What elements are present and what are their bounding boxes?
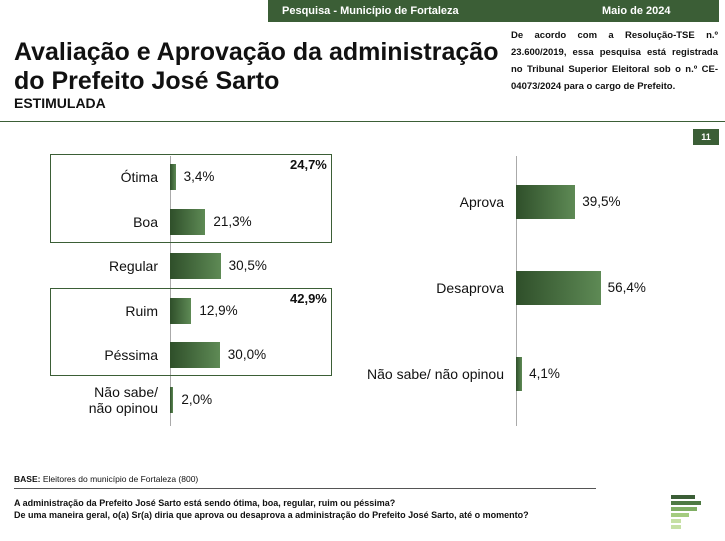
value-label-nao-sabe-nao-opinou: 4,1% bbox=[529, 366, 560, 381]
bar-ruim bbox=[170, 297, 192, 324]
value-label-aprova: 39,5% bbox=[582, 194, 621, 209]
category-label-aprova: Aprova bbox=[459, 194, 504, 210]
category-label-regular: Regular bbox=[108, 258, 158, 274]
category-label-nao-sabe-nao-opinou: Não sabe/ não opinou bbox=[88, 383, 158, 416]
base-note: BASE: Eleitores do município de Fortalez… bbox=[14, 474, 198, 484]
category-label-otima: Ótima bbox=[120, 169, 158, 185]
bar-aprova bbox=[516, 185, 576, 219]
base-text: Eleitores do município de Fortaleza (800… bbox=[40, 474, 199, 484]
group-total-2: 42,9% bbox=[290, 290, 327, 306]
header-bar: Pesquisa - Município de Fortaleza Maio d… bbox=[268, 0, 719, 22]
survey-label: Pesquisa - Município de Fortaleza bbox=[282, 5, 459, 17]
group-box-2 bbox=[50, 287, 332, 376]
footer-divider bbox=[14, 488, 596, 489]
bar-nao-sabe-nao-opinou bbox=[170, 386, 174, 413]
category-label-nao-sabe-nao-opinou: Não sabe/ não opinou bbox=[367, 366, 504, 382]
bar-regular bbox=[170, 253, 221, 279]
bar-nao-sabe-nao-opinou bbox=[516, 357, 523, 391]
bar-desaprova bbox=[516, 271, 601, 305]
evaluation-axis bbox=[170, 156, 171, 426]
header-divider bbox=[0, 121, 725, 122]
value-label-regular: 30,5% bbox=[228, 258, 267, 273]
value-label-ruim: 12,9% bbox=[199, 302, 238, 318]
survey-date: Maio de 2024 bbox=[602, 5, 671, 17]
page-subtitle: ESTIMULADA bbox=[14, 95, 106, 111]
category-label-desaprova: Desaprova bbox=[436, 280, 504, 296]
value-label-otima: 3,4% bbox=[183, 169, 215, 184]
company-logo bbox=[671, 495, 701, 529]
category-label-ruim: Ruim bbox=[125, 302, 158, 319]
bar-otima bbox=[170, 164, 176, 190]
category-label-boa: Boa bbox=[133, 213, 158, 230]
group-box-1 bbox=[50, 154, 332, 243]
legal-note: De acordo com a Resolução-TSE n.º 23.600… bbox=[511, 30, 718, 92]
value-label-nao-sabe-nao-opinou: 2,0% bbox=[181, 391, 213, 407]
bar-pessima bbox=[170, 342, 220, 368]
bar-boa bbox=[170, 208, 206, 235]
value-label-desaprova: 56,4% bbox=[607, 280, 646, 295]
page-title: Avaliação e Aprovação da administração d… bbox=[14, 38, 499, 95]
group-total-1: 24,7% bbox=[290, 157, 327, 172]
question-1: A administração da Prefeito José Sarto e… bbox=[14, 498, 396, 508]
value-label-boa: 21,3% bbox=[213, 213, 252, 229]
category-label-pessima: Péssima bbox=[104, 347, 158, 363]
question-2: De uma maneira geral, o(a) Sr(a) diria q… bbox=[14, 510, 529, 520]
base-label: BASE: bbox=[14, 474, 41, 484]
page-number: 11 bbox=[693, 129, 719, 145]
value-label-pessima: 30,0% bbox=[227, 347, 267, 362]
